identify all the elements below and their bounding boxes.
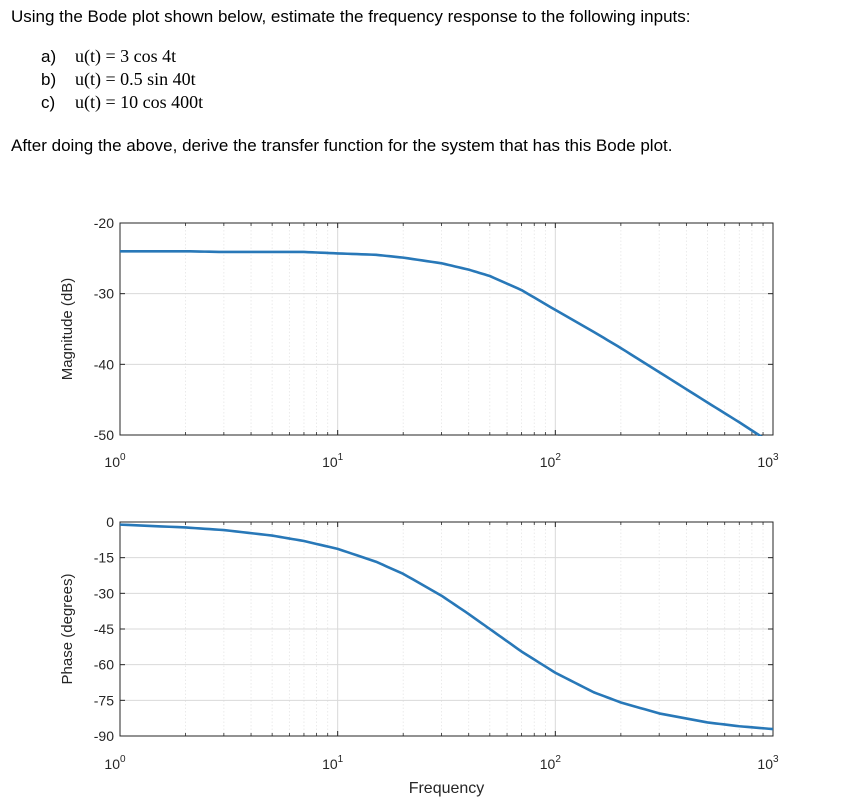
- axes-box: [119, 222, 774, 436]
- series-line: [120, 523, 773, 731]
- y-tick-label: -50: [94, 427, 114, 443]
- x-tick-label: 102: [540, 754, 562, 772]
- y-axis-label: Phase (degrees): [59, 574, 76, 685]
- y-tick-label: 0: [106, 514, 114, 530]
- list-item: c) u(t) = 10 cos 400t: [41, 91, 203, 114]
- plot-area: [120, 223, 773, 435]
- item-label: c): [41, 93, 56, 112]
- y-tick-label: -30: [94, 286, 114, 302]
- item-label: a): [41, 47, 57, 66]
- magnitude-plot: -20 -30 -40 -50 100 101 102 103 Magnitude (dB): [59, 215, 779, 470]
- item-expression: u(t) = 10 cos 400t: [75, 92, 204, 112]
- y-tick-label: -30: [94, 585, 114, 601]
- list-item: a) u(t) = 3 cos 4t: [41, 45, 203, 68]
- x-tick-label: 101: [322, 452, 344, 470]
- problem-intro: Using the Bode plot shown below, estimat…: [11, 7, 691, 26]
- y-tick-label: -45: [94, 621, 114, 637]
- y-tick-label: -75: [94, 692, 114, 708]
- problem-followup: After doing the above, derive the transf…: [11, 136, 673, 155]
- x-axis-label: Frequency: [409, 780, 485, 797]
- x-tick-label: 100: [104, 754, 126, 772]
- x-tick-label: 103: [757, 452, 779, 470]
- y-tick-label: -90: [94, 728, 114, 744]
- x-tick-label: 103: [757, 754, 779, 772]
- y-axis-label: Magnitude (dB): [59, 278, 76, 381]
- x-tick-label: 101: [322, 754, 344, 772]
- series-line: [120, 249, 763, 436]
- phase-plot: 0 -15 -30 -45 -60 -75 -90 100 101 102 103 Phase (de…: [59, 514, 779, 797]
- y-tick-label: -20: [94, 215, 114, 231]
- list-item: b) u(t) = 0.5 sin 40t: [41, 68, 203, 91]
- item-expression: u(t) = 3 cos 4t: [75, 46, 177, 66]
- x-tick-label: 100: [104, 452, 126, 470]
- item-expression: u(t) = 0.5 sin 40t: [75, 69, 196, 89]
- item-label: b): [41, 70, 57, 89]
- x-tick-label: 102: [540, 452, 562, 470]
- y-tick-label: -40: [94, 356, 114, 372]
- input-list: a) u(t) = 3 cos 4t b) u(t) = 0.5 sin 40t c…: [41, 45, 203, 114]
- y-tick-label: -15: [94, 550, 114, 566]
- y-tick-label: -60: [94, 657, 114, 673]
